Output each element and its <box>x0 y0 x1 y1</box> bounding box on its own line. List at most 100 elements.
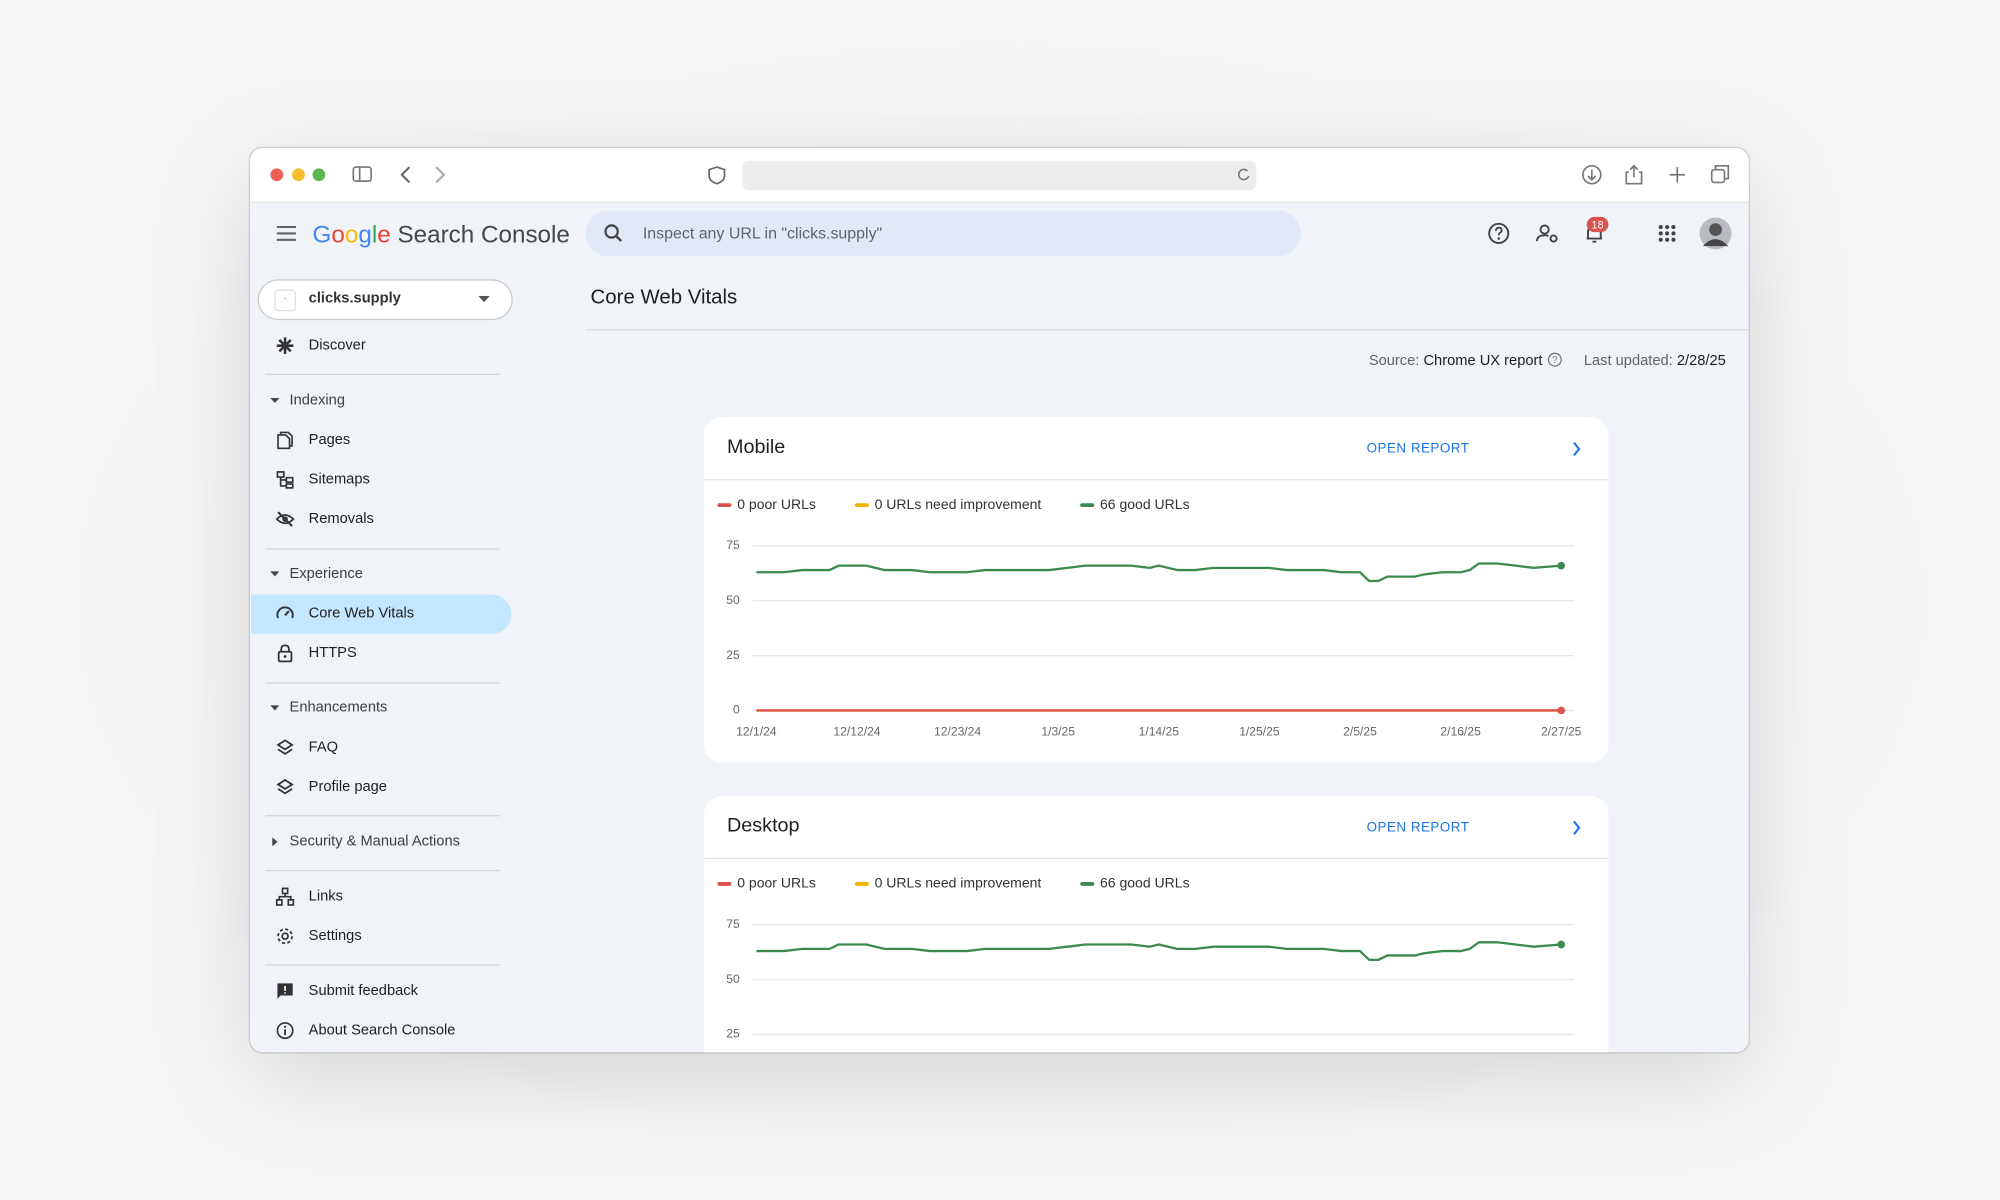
collapse-arrow[interactable] <box>270 837 279 847</box>
minimize-button[interactable] <box>292 168 305 182</box>
tabs-button[interactable] <box>1710 164 1730 184</box>
reload-button[interactable] <box>1237 168 1250 181</box>
x-tick-label: 12/23/24 <box>934 724 981 738</box>
browser-window: Google Search Console Inspect any URL in… <box>249 147 1749 1053</box>
nav-item[interactable]: HTTPS <box>308 645 357 661</box>
nav-section[interactable]: Experience <box>289 566 363 582</box>
desktop-card: Desktop OPEN REPORT 0 poor URLs 0 URLs need… <box>704 795 1609 1053</box>
source-help-icon[interactable]: ? <box>1547 352 1562 367</box>
expand-arrow[interactable] <box>270 570 280 579</box>
source-label: Source: <box>1368 353 1420 369</box>
x-tick-label: 1/3/25 <box>1041 724 1075 738</box>
help-button[interactable] <box>1486 221 1512 247</box>
nav-item[interactable]: Submit feedback <box>308 983 418 999</box>
divider <box>265 548 500 550</box>
expand-arrow[interactable] <box>270 703 280 712</box>
removals-icon <box>275 511 295 527</box>
toolbar-icons <box>270 160 1730 191</box>
series-line <box>756 562 1562 583</box>
forward-button[interactable] <box>435 166 446 184</box>
divider <box>265 964 500 966</box>
nav-item[interactable]: Sitemaps <box>308 471 370 488</box>
address-bar[interactable] <box>742 160 1257 191</box>
nav-item[interactable]: Discover <box>308 338 366 354</box>
divider <box>265 373 500 375</box>
notification-badge: 18 <box>1586 216 1609 233</box>
y-tick-label: 50 <box>726 593 740 607</box>
expand-arrow[interactable] <box>270 396 280 405</box>
page-title: Core Web Vitals <box>590 286 738 309</box>
divider <box>265 869 500 872</box>
open-report-link[interactable]: OPEN REPORT <box>1367 441 1470 456</box>
updated: 2/28/25 <box>1676 353 1726 369</box>
apps-button[interactable] <box>1654 221 1680 247</box>
settings-users-button[interactable] <box>1534 221 1560 247</box>
feedback-icon <box>277 983 293 999</box>
links-icon <box>275 887 295 906</box>
sidebar-toggle[interactable] <box>352 166 373 182</box>
legend-label: 0 URLs need improvement <box>875 496 1042 512</box>
open-report-chevron[interactable] <box>1573 441 1581 456</box>
zoom-button[interactable] <box>312 168 326 182</box>
nav-item[interactable]: Links <box>308 889 343 905</box>
x-tick-label: 1/25/25 <box>1239 724 1280 738</box>
divider <box>265 682 500 684</box>
nav-item[interactable]: Pages <box>308 432 351 448</box>
nav-item[interactable]: About Search Console <box>308 1022 456 1039</box>
nav-item[interactable]: Removals <box>308 511 374 527</box>
card-title: Desktop <box>727 815 800 837</box>
core-web-vitals-icon <box>276 606 294 619</box>
nav-item-active[interactable]: Core Web Vitals <box>308 605 415 622</box>
open-report-link[interactable]: OPEN REPORT <box>1367 819 1470 834</box>
profile-page-icon <box>276 778 294 795</box>
property-name: clicks.supply <box>308 290 401 307</box>
logo-product: Search Console <box>397 221 570 249</box>
y-tick-label: 75 <box>726 538 740 552</box>
logo[interactable]: Google Search Console <box>312 222 569 250</box>
property-favicon: ▫ <box>274 289 296 312</box>
source[interactable]: Chrome UX report <box>1423 353 1543 369</box>
nav-item[interactable]: FAQ <box>308 739 339 756</box>
logo-google: Google <box>312 221 391 249</box>
updated-label: Last updated: <box>1583 353 1673 369</box>
close-button[interactable] <box>270 168 284 182</box>
account-avatar[interactable] <box>1699 217 1732 250</box>
property-selector[interactable]: ▫ clicks.supply <box>257 279 513 321</box>
mobile-card: Mobile OPEN REPORT 0 poor URLs 0 URLs need … <box>704 417 1609 763</box>
https-icon <box>277 644 293 663</box>
nav-item[interactable]: Profile page <box>308 779 387 795</box>
pages-icon <box>277 431 293 450</box>
share-button[interactable] <box>1625 164 1643 185</box>
x-tick-label: 12/12/24 <box>833 724 880 738</box>
nav-section[interactable]: Enhancements <box>289 700 388 716</box>
last-point <box>1557 706 1566 715</box>
divider <box>585 329 1749 331</box>
privacy-icon[interactable] <box>708 166 726 185</box>
series-line <box>756 941 1562 961</box>
y-tick-label: 0 <box>733 703 740 717</box>
back-button[interactable] <box>400 166 411 184</box>
search-icon <box>604 224 623 242</box>
url-inspection-search[interactable]: Inspect any URL in "clicks.supply" <box>585 210 1302 257</box>
settings-icon <box>277 928 293 945</box>
nav-item[interactable]: Settings <box>308 928 362 944</box>
downloads-button[interactable] <box>1582 164 1602 185</box>
browser-toolbar <box>249 147 1749 203</box>
nav-section[interactable]: Security & Manual Actions <box>289 834 460 850</box>
x-tick-label: 1/14/25 <box>1139 724 1180 738</box>
legend-label: 0 poor URLs <box>737 496 816 512</box>
dropdown-arrow <box>478 295 490 303</box>
chart: Desktop OPEN REPORT 0 poor URLs 0 URLs need… <box>704 815 1609 1041</box>
menu-button[interactable] <box>276 223 299 243</box>
new-tab-button[interactable] <box>1669 167 1685 183</box>
faq-icon <box>276 739 294 755</box>
open-report-chevron[interactable] <box>1573 820 1581 835</box>
y-tick-label: 50 <box>726 972 740 986</box>
y-tick-label: 25 <box>726 648 740 662</box>
nav-section[interactable]: Indexing <box>289 392 346 409</box>
svg-text:?: ? <box>1551 355 1557 366</box>
last-point <box>1557 561 1566 570</box>
legend-label: 66 good URLs <box>1100 875 1190 891</box>
